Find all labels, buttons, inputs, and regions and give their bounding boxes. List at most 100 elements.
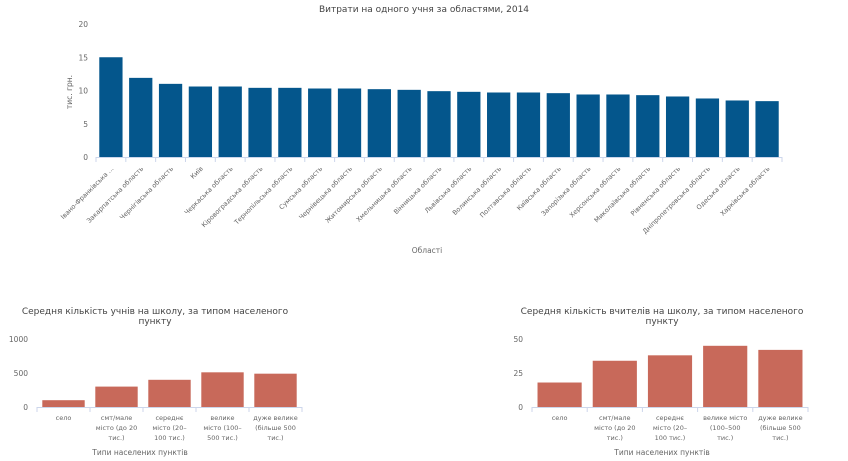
x-tick-label: велике місто: [703, 414, 747, 422]
chart-title-line: Середня кількість вчителів на школу, за …: [521, 307, 804, 317]
main-x-axis-label: Області: [412, 246, 443, 255]
students-bar-chart: Середня кількість учнів на школу, за тип…: [9, 307, 303, 457]
main-bars: [99, 57, 779, 157]
y-tick-label: 0: [23, 403, 28, 412]
bar[interactable]: [703, 345, 748, 407]
teachers-chart-title: Середня кількість вчителів на школу, за …: [521, 307, 804, 327]
x-tick-label: 100 тис.): [154, 434, 185, 442]
y-tick-label: 20: [78, 20, 88, 29]
x-tick-label: середнє: [155, 414, 183, 422]
teachers-x-ticks: село смт/мале місто (до 20 тис.) середнє міст…: [531, 407, 809, 442]
bar[interactable]: [636, 95, 660, 157]
x-tick-label: дуже велике: [758, 414, 802, 422]
bar[interactable]: [647, 355, 693, 407]
x-tick-label: Рівненська область: [629, 165, 682, 218]
x-tick-label: місто (100–: [203, 424, 241, 432]
x-tick-label: місто (до 20: [594, 424, 635, 432]
bar[interactable]: [308, 88, 332, 157]
bar[interactable]: [695, 98, 720, 157]
bar[interactable]: [516, 92, 541, 157]
x-tick-label: тис.): [108, 434, 124, 442]
y-tick-label: 15: [78, 53, 88, 62]
bar[interactable]: [397, 89, 421, 157]
x-tick-label: Чернігівська область: [118, 165, 175, 222]
bar[interactable]: [278, 87, 302, 157]
bar[interactable]: [95, 386, 138, 407]
bar[interactable]: [427, 91, 451, 157]
y-tick-label: 10: [78, 87, 88, 96]
teachers-x-axis-label: Типи населених пунктів: [613, 448, 710, 457]
x-tick-label: (більше 500: [255, 424, 296, 432]
bar[interactable]: [218, 86, 242, 157]
y-tick-label: 0: [518, 403, 523, 412]
bar[interactable]: [546, 93, 570, 157]
bar[interactable]: [606, 94, 630, 157]
bar[interactable]: [576, 94, 600, 157]
y-tick-label: 1000: [9, 335, 28, 344]
bar[interactable]: [758, 349, 803, 407]
bar[interactable]: [254, 373, 297, 407]
chart-title-line: пункту: [645, 317, 679, 327]
bar[interactable]: [99, 57, 123, 157]
x-tick-label: тис.): [267, 434, 283, 442]
x-tick-label: місто (до 20: [96, 424, 137, 432]
x-tick-label: тис.): [772, 434, 788, 442]
x-tick-label: Івано-Франківська ...: [59, 165, 115, 221]
students-x-axis-label: Типи населених пунктів: [91, 448, 188, 457]
bar[interactable]: [42, 400, 85, 407]
x-tick-label: смт/мале: [599, 414, 631, 422]
bar[interactable]: [487, 92, 511, 157]
main-x-ticks: Івано-Франківська ...Закарпатська област…: [59, 157, 783, 236]
x-tick-label: Київ: [189, 165, 205, 181]
chart-title-line: Середня кількість учнів на школу, за тип…: [22, 307, 289, 317]
x-tick-label: (100–500: [710, 424, 741, 432]
bar[interactable]: [188, 86, 213, 157]
x-tick-label: тис.): [717, 434, 733, 442]
y-tick-label: 0: [83, 153, 88, 162]
main-chart-title: Витрати на одного учня за областями, 201…: [319, 5, 529, 15]
x-tick-label: місто (20–: [653, 424, 687, 432]
students-y-ticks: 0 500 1000: [9, 335, 28, 412]
x-tick-label: село: [552, 414, 568, 422]
bar[interactable]: [457, 91, 481, 157]
bar[interactable]: [592, 360, 637, 407]
chart-title-line: пункту: [138, 317, 172, 327]
y-tick-label: 25: [513, 369, 523, 378]
bar[interactable]: [665, 96, 690, 157]
teachers-bar-chart: Середня кількість вчителів на школу, за …: [513, 307, 809, 457]
x-tick-label: велике: [210, 414, 234, 422]
x-tick-label: Запорізька область: [540, 165, 593, 218]
x-tick-label: Чернівецька область: [297, 165, 354, 222]
teachers-y-ticks: 0 25 50: [513, 335, 523, 412]
x-tick-label: (більше 500: [760, 424, 801, 432]
x-tick-label: Кіровоградська область: [200, 165, 264, 229]
bar[interactable]: [755, 101, 779, 157]
bar[interactable]: [367, 89, 391, 157]
bar[interactable]: [337, 88, 362, 157]
x-tick-label: Хмельницька область: [355, 165, 414, 224]
x-tick-label: середнє: [656, 414, 684, 422]
bar[interactable]: [725, 100, 749, 157]
x-tick-label: 100 тис.): [655, 434, 686, 442]
x-tick-label: місто (20–: [152, 424, 186, 432]
students-bars: [42, 372, 297, 407]
main-y-ticks: 0 5 10 15 20: [78, 20, 88, 162]
students-x-ticks: село смт/мале місто (до 20 тис.) середнє міст…: [36, 407, 303, 442]
x-tick-label: Миколаївська область: [593, 165, 653, 225]
y-tick-label: 50: [513, 335, 523, 344]
x-tick-label: 500 тис.): [207, 434, 238, 442]
bar[interactable]: [158, 83, 183, 157]
x-tick-label: село: [56, 414, 72, 422]
x-tick-label: дуже велике: [253, 414, 297, 422]
bar[interactable]: [201, 372, 244, 407]
y-tick-label: 500: [14, 369, 29, 378]
x-tick-label: Херсонська область: [568, 165, 623, 220]
teachers-bars: [537, 345, 803, 407]
bar[interactable]: [148, 379, 191, 407]
bar[interactable]: [248, 87, 272, 157]
x-tick-label: Полтавська область: [478, 165, 533, 220]
main-y-axis-label: тис. грн.: [65, 75, 74, 109]
bar[interactable]: [129, 77, 153, 157]
bar[interactable]: [537, 382, 582, 407]
